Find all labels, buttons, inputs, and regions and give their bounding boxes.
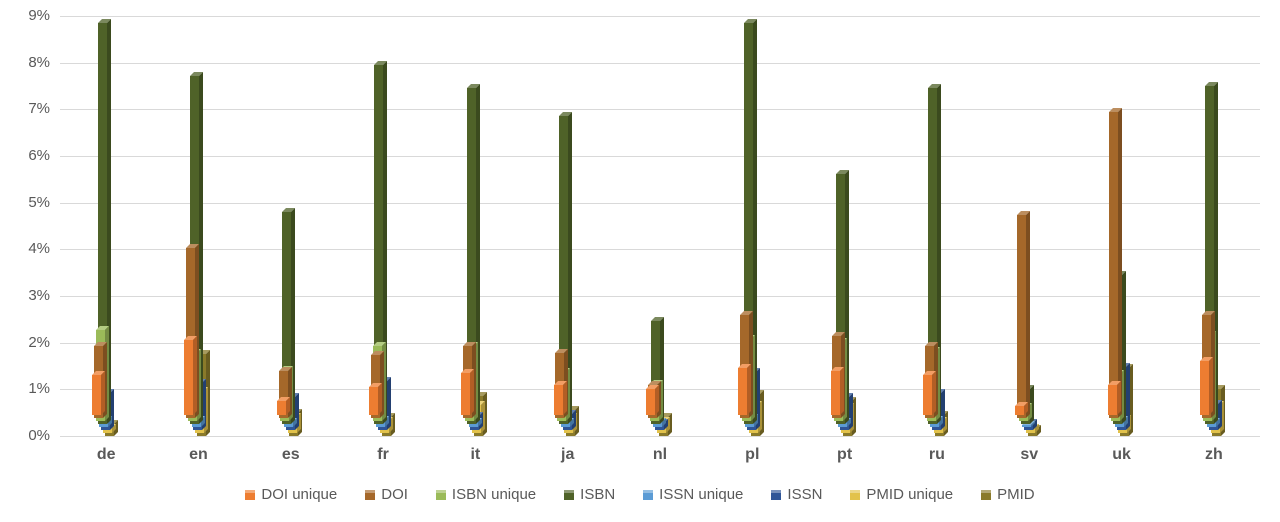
y-tick-label: 1% bbox=[0, 380, 50, 397]
legend-swatch bbox=[436, 490, 446, 500]
y-tick-label: 9% bbox=[0, 7, 50, 24]
plot-area bbox=[60, 16, 1260, 436]
bar bbox=[369, 387, 378, 415]
x-tick-label: ja bbox=[522, 446, 614, 464]
y-tick-label: 4% bbox=[0, 240, 50, 257]
bar bbox=[1015, 406, 1024, 415]
bar bbox=[646, 389, 655, 415]
y-tick-label: 3% bbox=[0, 287, 50, 304]
identifier-percentage-chart: 0% 1% 2% 3% 4% 5% 6% 7% 8% 9% deenesfritjanlplptr… bbox=[0, 0, 1280, 522]
legend-item: ISSN bbox=[771, 486, 822, 503]
legend-item: DOI unique bbox=[245, 486, 337, 503]
bar bbox=[1022, 425, 1031, 427]
legend-item: PMID bbox=[981, 486, 1035, 503]
y-tick-label: 8% bbox=[0, 54, 50, 71]
x-tick-label: pt bbox=[798, 446, 890, 464]
x-tick-label: pl bbox=[706, 446, 798, 464]
bar bbox=[738, 368, 747, 415]
legend-swatch bbox=[771, 490, 781, 500]
gridline bbox=[60, 203, 1260, 204]
legend-swatch bbox=[365, 490, 375, 500]
bar bbox=[1109, 112, 1118, 418]
gridline bbox=[60, 109, 1260, 110]
x-tick-label: en bbox=[152, 446, 244, 464]
x-tick-label: zh bbox=[1168, 446, 1260, 464]
legend-swatch bbox=[981, 490, 991, 500]
bar bbox=[831, 371, 840, 415]
bar bbox=[184, 340, 193, 415]
gridline bbox=[60, 296, 1260, 297]
y-tick-label: 0% bbox=[0, 427, 50, 444]
y-tick-label: 6% bbox=[0, 147, 50, 164]
bar bbox=[554, 385, 563, 415]
bar bbox=[277, 401, 286, 415]
legend-swatch bbox=[564, 490, 574, 500]
gridline bbox=[60, 436, 1260, 437]
legend-label: PMID bbox=[997, 486, 1035, 503]
legend: DOI unique DOI ISBN unique ISBN ISSN unique I… bbox=[0, 486, 1280, 503]
x-tick-label: nl bbox=[614, 446, 706, 464]
legend-label: ISSN bbox=[787, 486, 822, 503]
x-tick-label: uk bbox=[1075, 446, 1167, 464]
bar bbox=[1200, 361, 1209, 415]
legend-swatch bbox=[850, 490, 860, 500]
legend-label: DOI unique bbox=[261, 486, 337, 503]
y-tick-label: 2% bbox=[0, 334, 50, 351]
x-tick-label: es bbox=[245, 446, 337, 464]
x-tick-label: de bbox=[60, 446, 152, 464]
x-tick-label: sv bbox=[983, 446, 1075, 464]
y-tick-label: 5% bbox=[0, 194, 50, 211]
gridline bbox=[60, 156, 1260, 157]
x-tick-label: fr bbox=[337, 446, 429, 464]
bar bbox=[1017, 215, 1026, 418]
legend-swatch bbox=[245, 490, 255, 500]
gridline bbox=[60, 16, 1260, 17]
legend-label: DOI bbox=[381, 486, 408, 503]
bar bbox=[461, 373, 470, 415]
legend-item: DOI bbox=[365, 486, 408, 503]
bar bbox=[92, 375, 101, 415]
legend-label: PMID unique bbox=[866, 486, 953, 503]
bar bbox=[1108, 385, 1117, 415]
legend-label: ISSN unique bbox=[659, 486, 743, 503]
legend-swatch bbox=[643, 490, 653, 500]
x-tick-label: ru bbox=[891, 446, 983, 464]
gridline bbox=[60, 249, 1260, 250]
legend-item: ISBN bbox=[564, 486, 615, 503]
legend-item: ISBN unique bbox=[436, 486, 536, 503]
bar bbox=[923, 375, 932, 415]
gridline bbox=[60, 63, 1260, 64]
x-tick-label: it bbox=[429, 446, 521, 464]
legend-label: ISBN bbox=[580, 486, 615, 503]
y-tick-label: 7% bbox=[0, 100, 50, 117]
legend-item: PMID unique bbox=[850, 486, 953, 503]
legend-item: ISSN unique bbox=[643, 486, 743, 503]
legend-label: ISBN unique bbox=[452, 486, 536, 503]
